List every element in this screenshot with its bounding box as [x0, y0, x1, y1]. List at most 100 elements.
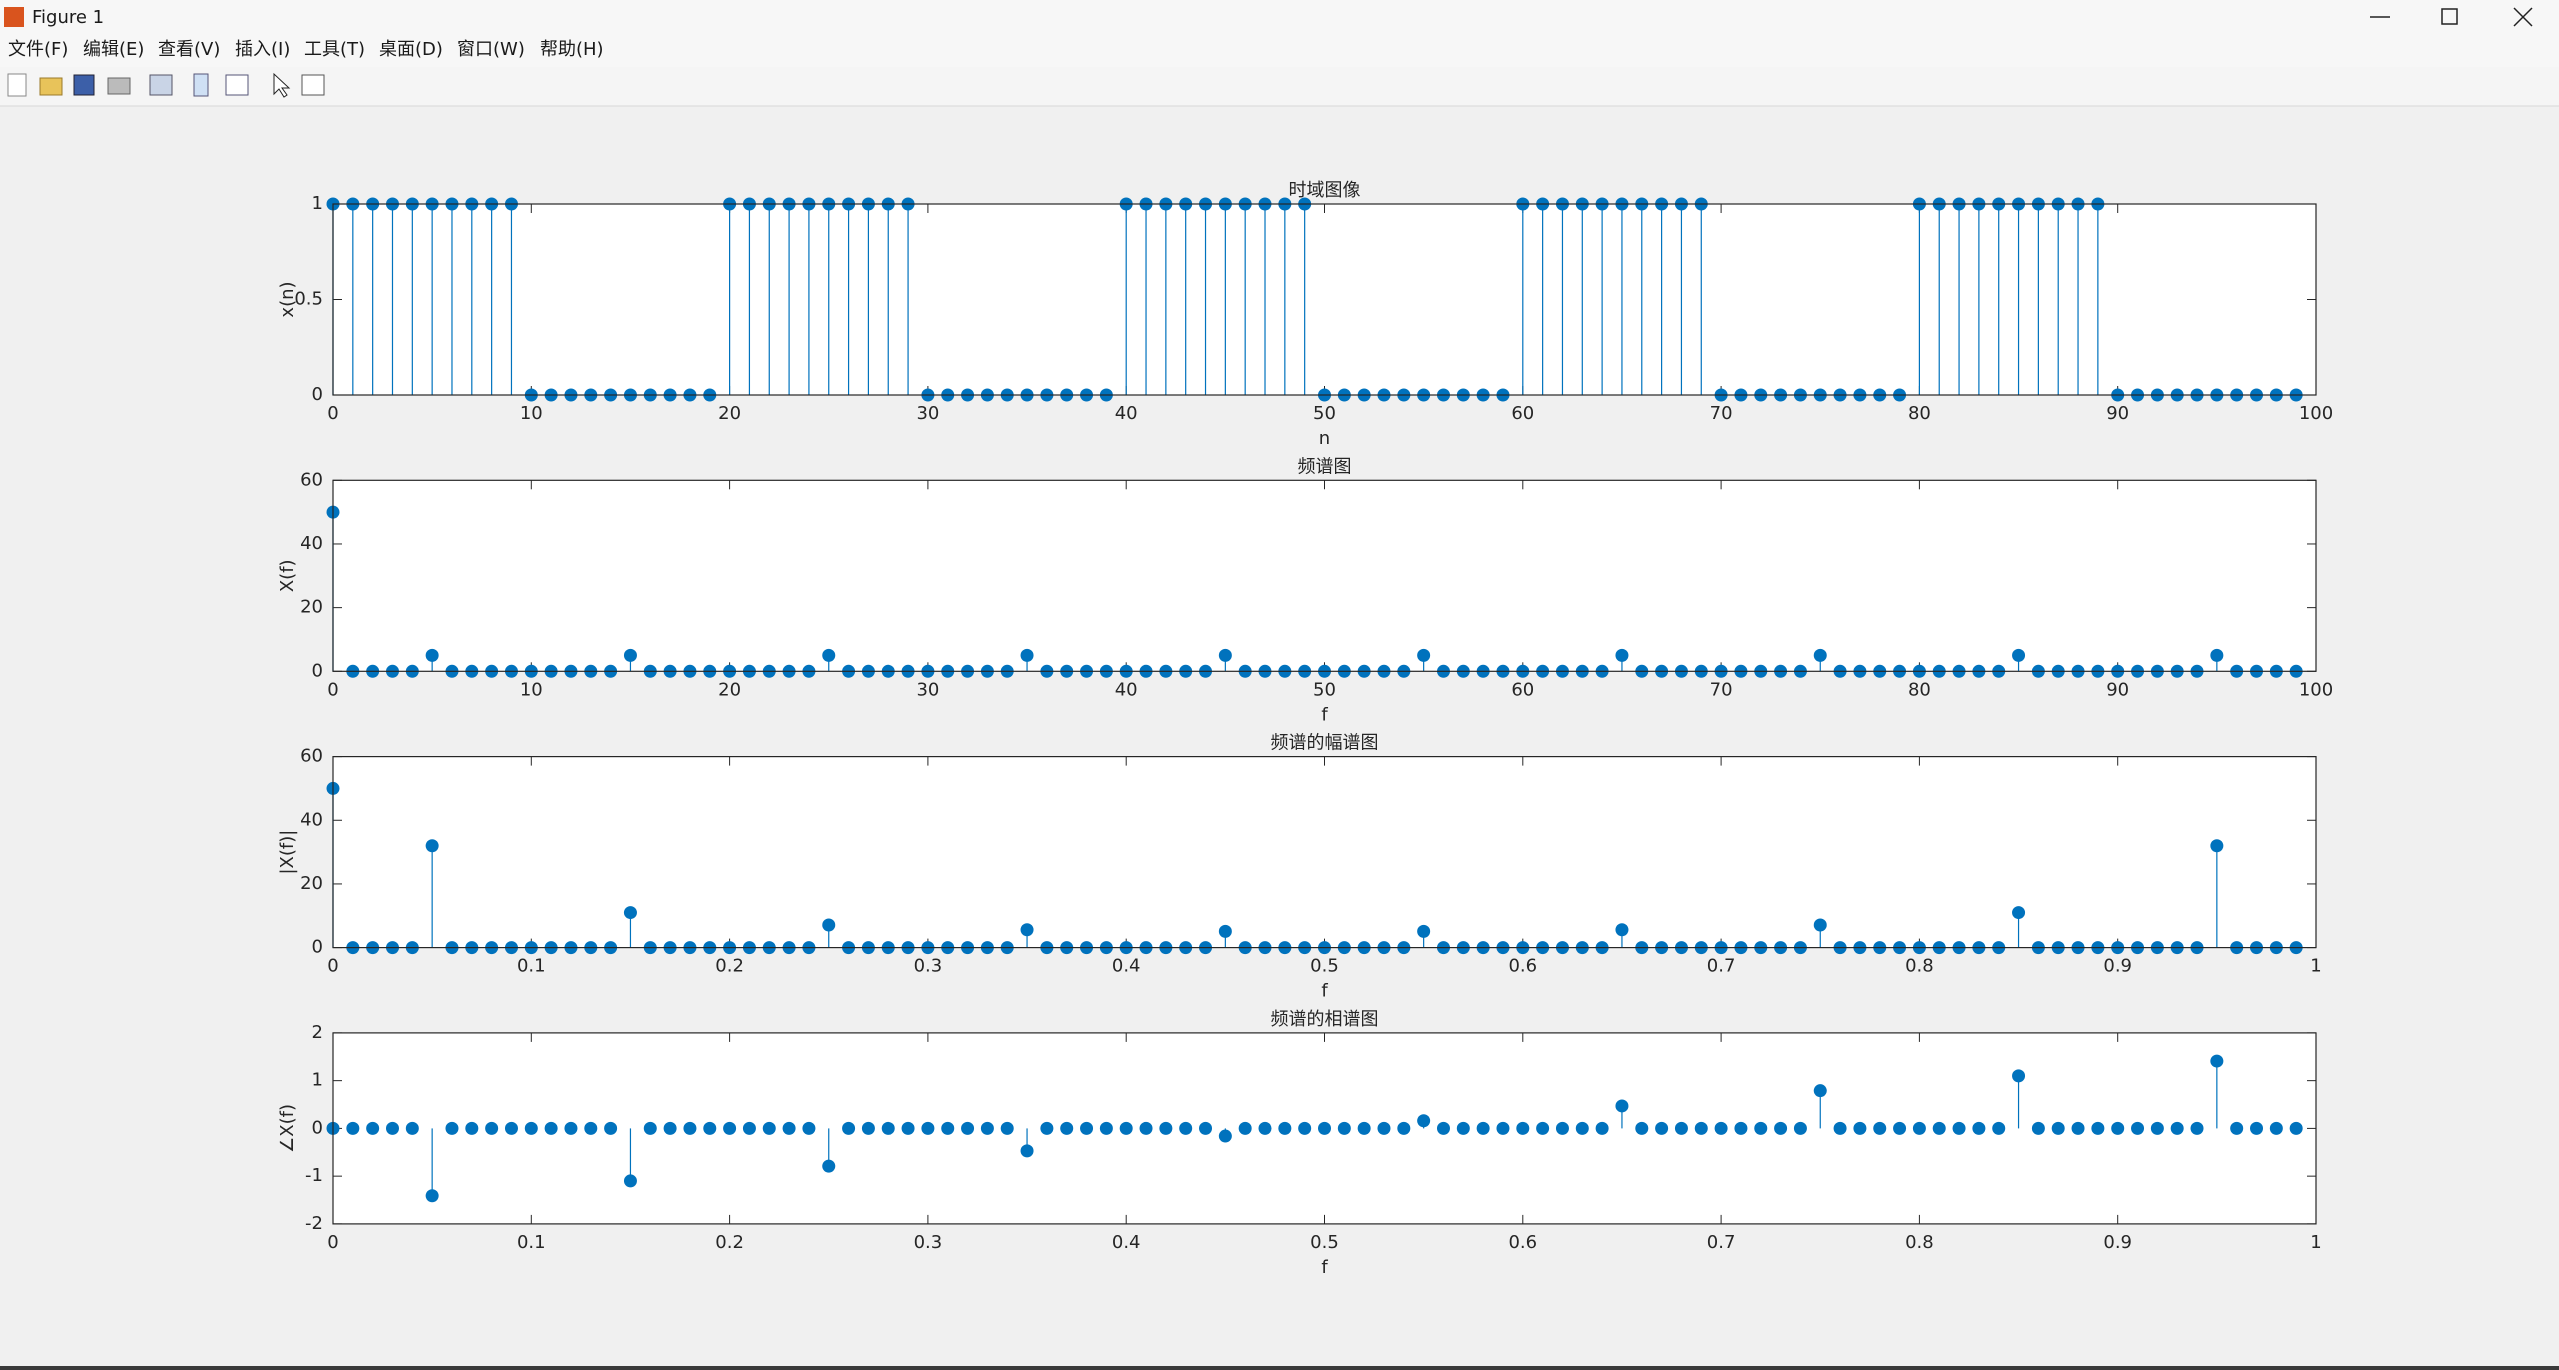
stem-marker [861, 1121, 875, 1135]
stem-marker [961, 1121, 975, 1135]
colorbar-button[interactable] [193, 73, 209, 97]
x-tick-label: 0 [327, 679, 338, 700]
x-tick-label: 1 [2310, 956, 2321, 977]
x-tick-label: 40 [1115, 679, 1138, 700]
menu-item[interactable]: 帮助(H) [540, 39, 604, 60]
menu-item[interactable]: 工具(T) [304, 39, 365, 60]
stem-marker [1873, 1121, 1887, 1135]
stem-marker [1199, 1121, 1213, 1135]
x-tick-label: 0.3 [914, 956, 943, 977]
stem-marker [1040, 1121, 1054, 1135]
x-tick-label: 0.5 [1310, 1232, 1339, 1253]
stem-marker [683, 1121, 697, 1135]
stem-marker [1020, 1144, 1034, 1158]
print-button[interactable] [107, 77, 131, 95]
axes-background [333, 204, 2316, 395]
stem-marker [802, 1121, 816, 1135]
axes-title: 时域图像 [1289, 180, 1361, 201]
menu-item[interactable]: 编辑(E) [83, 39, 144, 60]
menu-item[interactable]: 桌面(D) [379, 39, 443, 60]
x-tick-label: 100 [2299, 679, 2333, 700]
stem-marker [1972, 1121, 1986, 1135]
menu-item[interactable]: 窗口(W) [457, 39, 525, 60]
maximize-button[interactable] [2441, 8, 2458, 25]
stem-marker [921, 1121, 935, 1135]
stem-marker [1575, 1121, 1589, 1135]
stem-marker [1516, 1121, 1530, 1135]
new-button[interactable] [7, 73, 27, 97]
stem-marker [2170, 1121, 2184, 1135]
stem-marker [544, 1121, 558, 1135]
stem-marker [663, 1121, 677, 1135]
stem-marker [366, 1121, 380, 1135]
stem-marker [564, 1121, 578, 1135]
stem-marker [842, 1121, 856, 1135]
x-tick-label: 0.6 [1508, 956, 1537, 977]
stem-marker [2250, 1121, 2264, 1135]
y-axis-label: |X(f)| [277, 830, 298, 875]
axes-background [333, 756, 2316, 948]
link-button[interactable] [149, 74, 173, 96]
x-axis-label: f [1321, 981, 1328, 1002]
y-axis-label: X(f) [277, 559, 298, 592]
open-button[interactable] [39, 77, 63, 96]
x-tick-label: 60 [1511, 679, 1534, 700]
y-tick-label: -2 [305, 1213, 323, 1234]
stem-marker [1635, 1121, 1649, 1135]
y-tick-label: -1 [305, 1165, 323, 1186]
stem-marker [1615, 923, 1629, 937]
x-tick-label: 40 [1115, 403, 1138, 424]
stem-marker [1555, 1121, 1569, 1135]
menu-item[interactable]: 插入(I) [235, 39, 290, 60]
x-tick-label: 50 [1313, 403, 1336, 424]
stem-marker [1813, 1084, 1827, 1098]
stem-marker [2012, 1069, 2026, 1083]
save-button[interactable] [73, 74, 95, 96]
y-axis-label: ∠X(f) [277, 1104, 298, 1153]
x-tick-label: 80 [1908, 679, 1931, 700]
x-tick-label: 0.2 [715, 1232, 744, 1253]
toolbar [0, 67, 2559, 106]
stem-marker [2269, 1121, 2283, 1135]
stem-marker [1337, 1121, 1351, 1135]
x-tick-label: 90 [2106, 679, 2129, 700]
stem-marker [623, 1174, 637, 1188]
y-tick-label: 20 [300, 597, 323, 618]
axes-title: 频谱的幅谱图 [1271, 733, 1379, 754]
close-button[interactable] [2513, 7, 2533, 27]
x-tick-label: 0.8 [1905, 956, 1934, 977]
menu-item[interactable]: 查看(V) [158, 39, 220, 60]
legend-button[interactable] [225, 74, 249, 96]
stem-marker [1080, 1121, 1094, 1135]
axes-box [332, 755, 2317, 949]
stem-marker [822, 648, 836, 662]
stem-marker [1159, 1121, 1173, 1135]
stem-marker [822, 1159, 836, 1173]
y-tick-label: 40 [300, 809, 323, 830]
y-tick-label: 40 [300, 533, 323, 554]
stem-marker [1536, 1121, 1550, 1135]
menu-item[interactable]: 文件(F) [8, 39, 68, 60]
stem-marker [1615, 648, 1629, 662]
stem-marker [2210, 839, 2224, 853]
stem-marker [1912, 1121, 1926, 1135]
stem-marker [2150, 1121, 2164, 1135]
x-tick-label: 70 [1710, 403, 1733, 424]
x-tick-label: 0.4 [1112, 1232, 1141, 1253]
stem-marker [2230, 1121, 2244, 1135]
stem-marker [742, 1121, 756, 1135]
stem-marker [1357, 1121, 1371, 1135]
stem-marker [1377, 1121, 1391, 1135]
x-tick-label: 0.1 [517, 1232, 546, 1253]
stem-marker [1298, 1121, 1312, 1135]
stem-marker [1020, 648, 1034, 662]
stem-marker [623, 906, 637, 920]
stem-marker [1238, 1121, 1252, 1135]
stem-marker [1952, 1121, 1966, 1135]
x-tick-label: 20 [718, 679, 741, 700]
x-axis-label: n [1319, 428, 1330, 449]
stem-marker [2012, 906, 2026, 920]
property-button[interactable] [301, 74, 325, 96]
pointer-button[interactable] [273, 72, 291, 98]
stem-marker [822, 918, 836, 932]
